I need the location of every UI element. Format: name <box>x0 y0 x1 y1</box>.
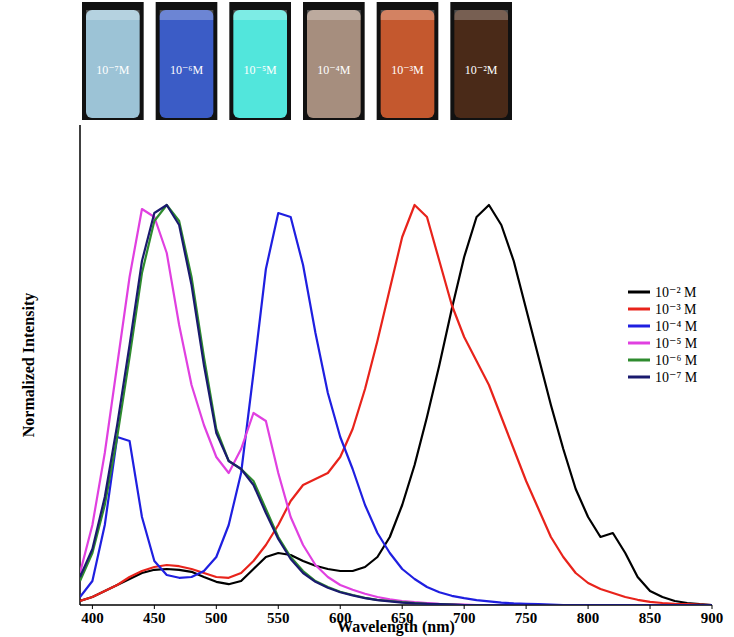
vial-photo <box>307 10 361 118</box>
x-axis-title: Wavelength (nm) <box>337 618 455 636</box>
series-line <box>80 213 712 605</box>
series-line <box>80 209 712 605</box>
x-tick <box>650 605 651 609</box>
x-tick-label: 800 <box>577 610 600 626</box>
x-tick-label: 550 <box>267 610 290 626</box>
vial-photo <box>233 10 287 118</box>
x-tick <box>216 605 217 609</box>
x-tick <box>154 605 155 609</box>
vial-photo <box>160 10 214 118</box>
legend-swatch <box>628 325 650 328</box>
vial-label: 10⁻⁷M <box>96 63 130 77</box>
legend-label: 10⁻³ M <box>655 302 697 317</box>
x-tick-label: 500 <box>205 610 228 626</box>
x-tick <box>712 605 713 609</box>
x-tick-label: 700 <box>453 610 476 626</box>
vial-label: 10⁻⁴M <box>317 63 351 77</box>
legend-swatch <box>628 291 650 294</box>
vial-photo <box>454 10 508 118</box>
legend-swatch <box>628 342 650 345</box>
vial-highlight <box>233 10 287 20</box>
vial-label: 10⁻²M <box>465 63 498 77</box>
legend-label: 10⁻⁷ M <box>655 370 698 385</box>
y-axis <box>79 125 81 605</box>
vial-photo-frame <box>450 2 512 120</box>
legend-swatch <box>628 308 650 311</box>
x-tick <box>464 605 465 609</box>
vial-photo-frame <box>156 2 218 120</box>
lines <box>80 205 712 605</box>
vial-highlight <box>381 10 435 20</box>
vial-photos: 10⁻⁷M 10⁻⁶M 10⁻⁵M 10⁻⁴M 10⁻³M 10⁻²M <box>82 2 512 120</box>
vial-label: 10⁻³M <box>391 63 424 77</box>
series-line <box>80 205 712 605</box>
series-line <box>80 205 712 605</box>
legend-label: 10⁻² M <box>655 285 697 300</box>
vial-photo <box>381 10 435 118</box>
vial-highlight <box>86 10 140 20</box>
vial-highlight <box>307 10 361 20</box>
legend: 10⁻² M 10⁻³ M 10⁻⁴ M 10⁻⁵ M 10⁻⁶ M 10⁻⁷ M <box>628 285 698 385</box>
series-line <box>80 205 712 605</box>
y-axis-title: Normalized Intensity <box>20 293 38 437</box>
vial-photo-frame <box>82 2 144 120</box>
vial-photo-frame <box>229 2 291 120</box>
vial-highlight <box>454 10 508 20</box>
x-tick-label: 850 <box>639 610 662 626</box>
figure: 10⁻⁷M 10⁻⁶M 10⁻⁵M 10⁻⁴M 10⁻³M 10⁻²M 400 450 500 5… <box>0 0 734 637</box>
legend-label: 10⁻⁶ M <box>655 353 698 368</box>
x-tick-label: 450 <box>143 610 166 626</box>
legend-label: 10⁻⁵ M <box>655 336 698 351</box>
x-tick <box>526 605 527 609</box>
x-tick <box>278 605 279 609</box>
vial-photo-frame <box>303 2 365 120</box>
x-tick <box>588 605 589 609</box>
series-line <box>80 205 712 605</box>
x-tick <box>340 605 341 609</box>
vial-photo-frame <box>377 2 439 120</box>
legend-swatch <box>628 359 650 362</box>
x-tick-label: 900 <box>701 610 724 626</box>
x-tick <box>402 605 403 609</box>
x-tick-label: 400 <box>81 610 104 626</box>
vial-label: 10⁻⁵M <box>244 63 278 77</box>
x-tick <box>92 605 93 609</box>
x-tick-label: 750 <box>515 610 538 626</box>
legend-label: 10⁻⁴ M <box>655 319 698 334</box>
vial-highlight <box>160 10 214 20</box>
legend-swatch <box>628 376 650 379</box>
vial-photo <box>86 10 140 118</box>
vial-label: 10⁻⁶M <box>170 63 204 77</box>
